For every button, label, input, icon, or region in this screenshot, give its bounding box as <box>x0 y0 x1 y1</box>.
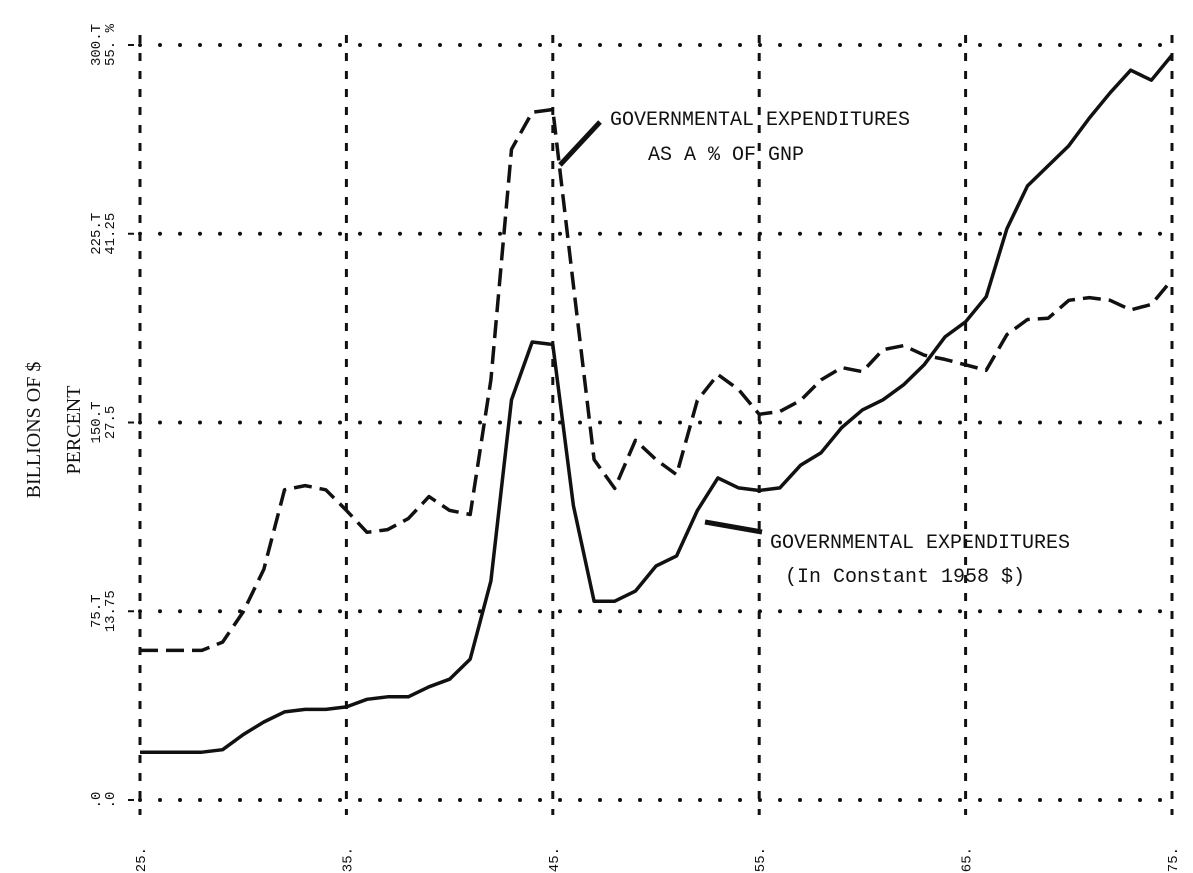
y-tick-label: 75.T <box>89 594 105 628</box>
y-tick-label: 300.T <box>89 24 105 66</box>
y-tick-label: 150.T <box>89 401 105 443</box>
annotation: (In Constant 1958 $) <box>785 566 1025 589</box>
x-tick-label: 1975. <box>1166 847 1182 873</box>
annotation-pointer <box>704 519 763 535</box>
annotation: GOVERNMENTAL EXPENDITURES <box>770 532 1070 555</box>
y2-axis-label: PERCENT <box>63 386 85 475</box>
y-tick-label: 225.T <box>89 213 105 255</box>
series-line <box>140 107 1174 653</box>
y-axis-label: BILLIONS OF $ <box>23 362 45 499</box>
y2-tick-label: 13.75 <box>103 590 119 632</box>
y-tick-label: .0 <box>89 792 105 809</box>
series-line <box>140 53 1174 754</box>
x-tick-label: 1935. <box>340 847 356 873</box>
x-tick-label: 1925. <box>134 847 150 873</box>
annotation: GOVERNMENTAL EXPENDITURES <box>610 109 910 132</box>
y2-tick-label: 55. % <box>103 23 119 66</box>
x-tick-label: 1965. <box>960 847 976 873</box>
x-tick-label: 1955. <box>753 847 769 873</box>
annotation-pointer <box>558 120 602 167</box>
y2-tick-label: 27.5 <box>103 406 119 440</box>
x-tick-label: 1945. <box>547 847 563 873</box>
annotation: AS A % OF GNP <box>648 144 804 167</box>
y2-tick-label: 41.25 <box>103 213 119 255</box>
y2-tick-label: .0 <box>103 792 119 809</box>
